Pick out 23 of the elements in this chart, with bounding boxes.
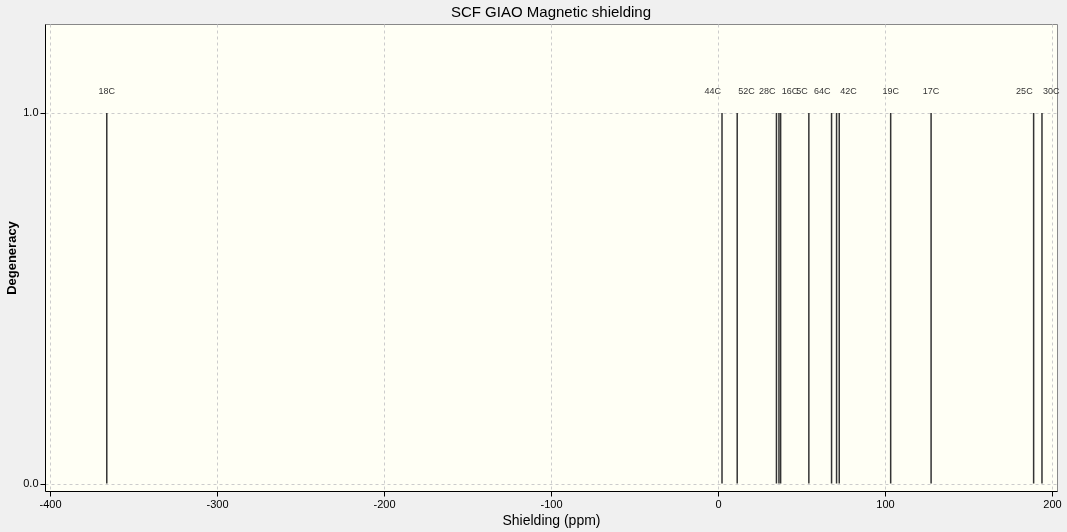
x-tick-label: 0 <box>715 497 722 510</box>
y-axis-title: Degeneracy <box>4 220 20 295</box>
annotation: 18C <box>98 85 116 96</box>
annotation: 19C <box>882 85 900 96</box>
y-tick-label: 0.0 <box>23 477 39 490</box>
x-tick-label: -200 <box>373 497 396 510</box>
x-tick-label: -300 <box>206 497 229 510</box>
annotation: 28C <box>758 85 776 96</box>
annotation: 5C <box>796 85 809 96</box>
annotation: 44C <box>704 85 722 96</box>
x-tick-label: -100 <box>540 497 563 510</box>
x-tick-label: 200 <box>1043 497 1062 510</box>
x-axis-title: Shielding (ppm) <box>502 511 601 528</box>
chart-title: SCF GIAO Magnetic shielding <box>450 3 652 20</box>
annotation: 17C <box>922 85 940 96</box>
annotation: 42C <box>840 85 858 96</box>
annotation: 16C <box>781 85 799 96</box>
annotation: 52C <box>738 85 756 96</box>
annotation: 25C <box>1016 85 1034 96</box>
x-tick-label: -400 <box>39 497 62 510</box>
x-tick-label: 100 <box>876 497 895 510</box>
annotation: 64C <box>814 85 832 96</box>
y-tick-label: 1.0 <box>23 106 39 119</box>
